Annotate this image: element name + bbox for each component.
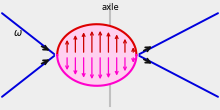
Ellipse shape	[57, 24, 136, 86]
Text: ω: ω	[14, 28, 22, 38]
Text: axle: axle	[101, 3, 119, 12]
